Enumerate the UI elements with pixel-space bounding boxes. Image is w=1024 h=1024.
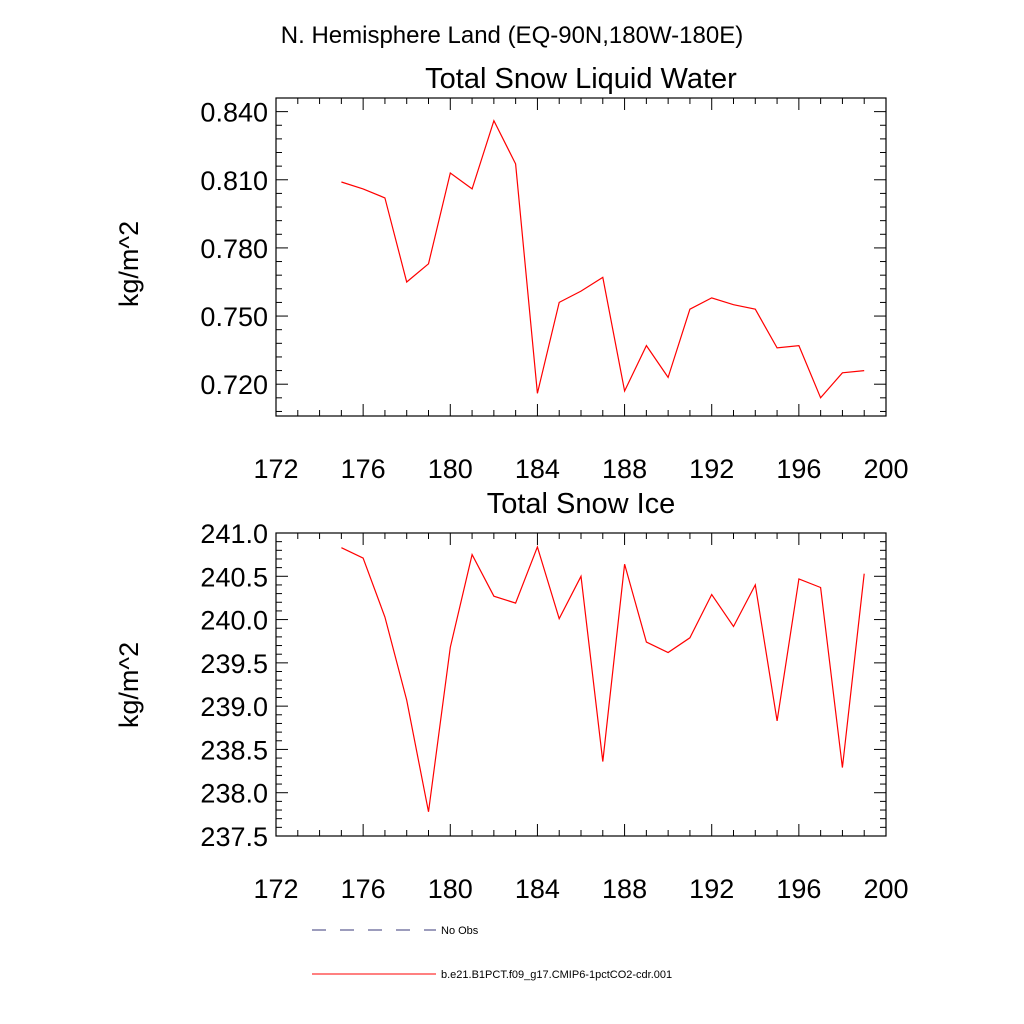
- y-tick-label: 239.0: [200, 692, 268, 722]
- x-tick-label: 172: [253, 454, 298, 484]
- series-line: [341, 545, 865, 812]
- legend-label: No Obs: [441, 925, 479, 937]
- y-tick-label: 238.0: [200, 779, 268, 809]
- x-tick-label: 172: [253, 874, 298, 904]
- x-tick-label: 184: [515, 874, 560, 904]
- legend-item-model-run: b.e21.B1PCT.f09_g17.CMIP6-1pctCO2-cdr.00…: [312, 969, 672, 981]
- y-axis-label: kg/m^2: [114, 642, 144, 728]
- chart-marks: 172 176 180 184 188 192 196 200 0.720 0.750 0.780 0…: [200, 97, 909, 484]
- plot-frame: [275, 97, 887, 417]
- y-tick-label: 237.5: [200, 822, 268, 852]
- x-tick-label: 196: [776, 874, 821, 904]
- chart-title: Total Snow Ice: [487, 488, 676, 520]
- y-tick-label: 0.840: [200, 98, 268, 128]
- x-tick-label: 176: [341, 454, 386, 484]
- x-tick-label: 188: [602, 454, 647, 484]
- chart-panel-liquid-water: Total Snow Liquid Water kg/m^2 172 176 180…: [114, 63, 909, 484]
- legend-item-no-obs: No Obs: [312, 925, 479, 937]
- chart-panel-snow-ice: Total Snow Ice kg/m^2 172 176 180 184 188 192…: [114, 488, 909, 904]
- y-tick-label: 240.0: [200, 606, 268, 636]
- chart-marks: 172 176 180 184 188 192 196 200 237.5 238.0 238.5 2…: [200, 519, 908, 904]
- y-tick-label: 239.5: [200, 649, 268, 679]
- x-tick-label: 192: [689, 874, 734, 904]
- x-tick-label: 200: [863, 454, 908, 484]
- x-tick-label: 176: [341, 874, 386, 904]
- x-tick-label: 188: [602, 874, 647, 904]
- figure-suptitle: N. Hemisphere Land (EQ-90N,180W-180E): [281, 22, 743, 49]
- x-tick-label: 180: [428, 874, 473, 904]
- x-tick-label: 196: [776, 454, 821, 484]
- y-tick-label: 0.750: [200, 302, 268, 332]
- y-tick-label: 240.5: [200, 562, 268, 592]
- series-line: [341, 119, 865, 399]
- y-tick-label: 0.720: [200, 370, 268, 400]
- y-tick-label: 241.0: [200, 519, 268, 549]
- y-tick-label: 238.5: [200, 735, 268, 765]
- x-tick-label: 200: [863, 874, 908, 904]
- x-tick-label: 184: [515, 454, 560, 484]
- x-tick-label: 192: [689, 454, 734, 484]
- chart-title: Total Snow Liquid Water: [425, 63, 737, 95]
- x-tick-label: 180: [428, 454, 473, 484]
- y-tick-label: 0.780: [200, 234, 268, 264]
- legend-label: b.e21.B1PCT.f09_g17.CMIP6-1pctCO2-cdr.00…: [441, 969, 672, 981]
- plot-frame: [275, 532, 887, 837]
- legend: No Obs b.e21.B1PCT.f09_g17.CMIP6-1pctCO2…: [312, 925, 672, 981]
- y-tick-label: 0.810: [200, 166, 268, 196]
- y-axis-label: kg/m^2: [114, 221, 144, 307]
